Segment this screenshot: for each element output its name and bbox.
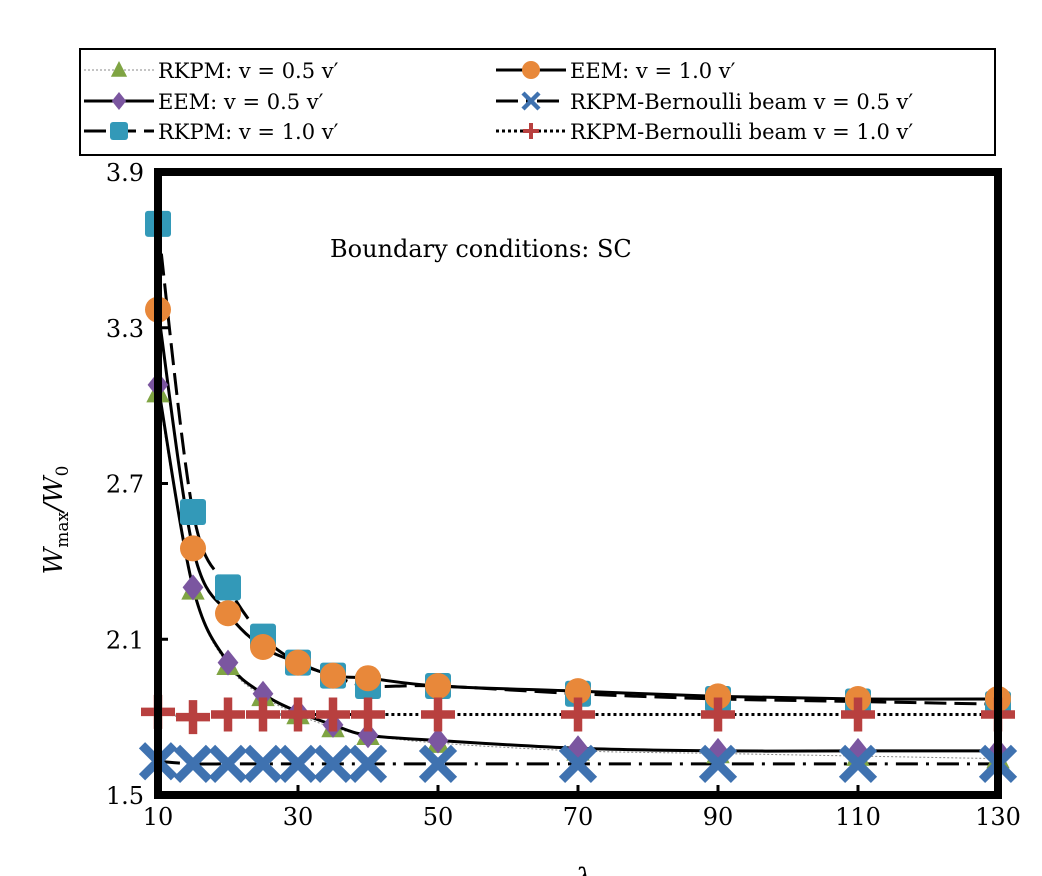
- data-point-4-2: [208, 744, 248, 783]
- x-tick-label: 110: [835, 803, 881, 831]
- legend-marker-5: [523, 123, 539, 139]
- series-line-2: [156, 223, 999, 706]
- y-tick-label: 1.5: [106, 782, 144, 810]
- x-axis-label: λ: [574, 862, 593, 876]
- y-tick-label: 2.7: [106, 471, 144, 499]
- y-tick-label: 3.3: [106, 315, 144, 343]
- data-point-4-4: [278, 744, 318, 783]
- data-point-5-1: [176, 700, 210, 735]
- legend-item-2: RKPM: v = 1.0 v′: [84, 120, 339, 144]
- data-point-3-7: [425, 672, 451, 699]
- annotation: Boundary conditions: SC: [330, 235, 632, 263]
- data-point-1-6: [357, 722, 379, 749]
- data-point-4-7: [418, 744, 458, 783]
- data-point-5-6: [351, 697, 385, 732]
- series-markers: [138, 210, 1018, 783]
- data-point-5-5: [316, 697, 350, 732]
- legend-marker-0: [110, 61, 128, 77]
- data-point-1-1: [182, 574, 204, 601]
- legend: RKPM: v = 0.5 v′ EEM: v = 0.5 v′ RKPM: v =…: [79, 48, 996, 156]
- legend-label-3: EEM: v = 1.0 v′: [570, 59, 736, 83]
- data-point-3-3: [250, 634, 276, 661]
- data-point-3-8: [565, 678, 591, 705]
- legend-item-0: RKPM: v = 0.5 v′: [84, 59, 339, 83]
- y-label-main: W: [39, 545, 69, 574]
- data-point-3-2: [215, 600, 241, 627]
- x-tick-label: 70: [563, 803, 594, 831]
- x-tick-label: 30: [283, 803, 314, 831]
- data-point-3-4: [285, 649, 311, 676]
- x-tick-label: 90: [703, 803, 734, 831]
- legend-item-5: RKPM-Bernoulli beam v = 1.0 v′: [496, 120, 913, 144]
- data-point-5-8: [561, 697, 595, 732]
- data-point-5-4: [281, 697, 315, 732]
- data-point-5-2: [211, 697, 245, 732]
- y-tick-label: 3.9: [106, 159, 144, 187]
- data-point-1-2: [217, 649, 239, 676]
- y-label-sub: max: [53, 511, 73, 547]
- data-point-4-5: [313, 744, 353, 783]
- data-point-2-2: [215, 574, 241, 601]
- legend-marker-1: [111, 92, 127, 110]
- legend-item-4: RKPM-Bernoulli beam v = 0.5 v′: [496, 90, 913, 114]
- data-point-3-6: [355, 665, 381, 692]
- data-point-4-3: [243, 744, 283, 783]
- data-point-3-9: [705, 683, 731, 710]
- legend-label-1: EEM: v = 0.5 v′: [158, 90, 324, 114]
- data-point-4-9: [698, 744, 738, 783]
- y-tick-label: 2.1: [106, 626, 144, 654]
- data-point-1-7: [427, 727, 449, 754]
- data-point-3-1: [180, 535, 206, 562]
- legend-label-4: RKPM-Bernoulli beam v = 0.5 v′: [570, 90, 913, 114]
- data-point-4-1: [173, 744, 213, 783]
- data-point-1-3: [252, 680, 274, 707]
- legend-label-0: RKPM: v = 0.5 v′: [158, 59, 339, 83]
- svg-text:Wmax/W0: Wmax/W0: [39, 466, 73, 575]
- data-point-4-8: [558, 744, 598, 783]
- legend-marker-3: [522, 61, 540, 79]
- x-tick-label: 10: [143, 803, 174, 831]
- data-point-5-3: [246, 697, 280, 732]
- data-point-5-7: [421, 697, 455, 732]
- legend-label-2: RKPM: v = 1.0 v′: [158, 120, 339, 144]
- data-point-4-6: [348, 744, 388, 783]
- data-point-2-1: [180, 499, 206, 526]
- legend-marker-2: [110, 122, 128, 140]
- data-point-3-5: [320, 662, 346, 689]
- data-point-4-10: [838, 744, 878, 783]
- y-label-den-sub: 0: [53, 466, 73, 477]
- series-line-4: [157, 759, 998, 766]
- y-label-den: /W: [39, 474, 69, 515]
- y-axis-label: Wmax/W0: [39, 466, 73, 575]
- legend-item-3: EEM: v = 1.0 v′: [496, 59, 736, 83]
- series-line-3: [156, 309, 999, 701]
- x-tick-label: 130: [975, 803, 1021, 831]
- axis-ticks: 10 30 50 70 90 110 130 1.5 2.1 2.7 3.3 3.9: [106, 159, 1021, 831]
- legend-item-1: EEM: v = 0.5 v′: [84, 90, 324, 114]
- x-tick-label: 50: [423, 803, 454, 831]
- data-point-5-9: [701, 697, 735, 732]
- legend-label-5: RKPM-Bernoulli beam v = 1.0 v′: [570, 120, 913, 144]
- data-point-5-10: [841, 697, 875, 732]
- legend-marker-4: [521, 91, 541, 111]
